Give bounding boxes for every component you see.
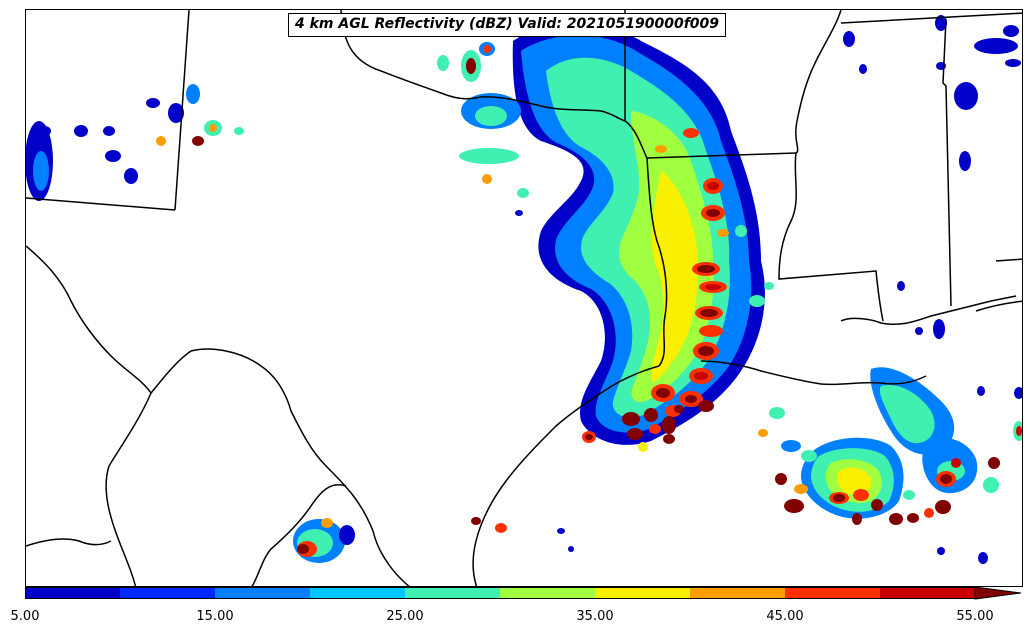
colorbar-segment	[690, 587, 786, 599]
western-echoes	[26, 84, 244, 201]
map-canvas	[26, 10, 1022, 586]
colorbar-extend-arrow	[974, 587, 1022, 600]
boundary-mississippi	[778, 10, 884, 322]
coastline-louisiana	[700, 360, 927, 386]
boundary-red-river	[340, 10, 626, 122]
colorbar-segment	[785, 587, 881, 599]
radar-map	[25, 9, 1023, 587]
reflectivity-layer	[26, 15, 1022, 564]
boundary-rio-grande	[26, 245, 410, 586]
coastline-texas	[472, 365, 660, 586]
northern-echoes	[437, 15, 1021, 327]
map-title: 4 km AGL Reflectivity (dBZ) Valid: 20210…	[288, 13, 727, 37]
colorbar-segment	[25, 587, 121, 599]
colorbar-segment	[595, 587, 691, 599]
boundary-al-fl	[995, 258, 1022, 262]
colorbar-segment	[215, 587, 311, 599]
colorbar-tick-label: 25.00	[386, 609, 424, 624]
boundary-nm-south	[26, 197, 176, 211]
boundary-top-right	[840, 12, 1022, 24]
state-boundaries	[26, 10, 1022, 586]
gulf-echoes	[758, 281, 1022, 564]
boundary-mexico-3	[251, 484, 347, 586]
colorbar-tick-label: 45.00	[766, 609, 804, 624]
boundary-ar-la	[624, 120, 797, 159]
colorbar-tick-label: 55.00	[956, 609, 994, 624]
colorbar-segment	[500, 587, 596, 599]
convective-cells	[582, 128, 746, 452]
colorbar-segment	[120, 587, 216, 599]
colorbar-tick-label: 15.00	[196, 609, 234, 624]
coastline-ms	[975, 300, 1022, 312]
boundary-mexico-2	[26, 538, 112, 547]
southwest-echoes	[293, 517, 574, 563]
coastline-la-detail	[840, 295, 1017, 326]
colorbar-segment	[880, 587, 976, 599]
boundary-mexico-1	[105, 392, 152, 586]
boundary-tx-la	[646, 157, 668, 367]
boundary-nm-east	[174, 10, 190, 211]
colorbar-tick-label: 35.00	[576, 609, 614, 624]
colorbar-outline	[25, 587, 976, 599]
colorbar	[25, 587, 1022, 600]
boundary-ms-al	[942, 18, 952, 307]
colorbar-tick-label: 5.00	[10, 609, 40, 624]
colorbar-segment	[405, 587, 501, 599]
colorbar-segment	[310, 587, 406, 599]
